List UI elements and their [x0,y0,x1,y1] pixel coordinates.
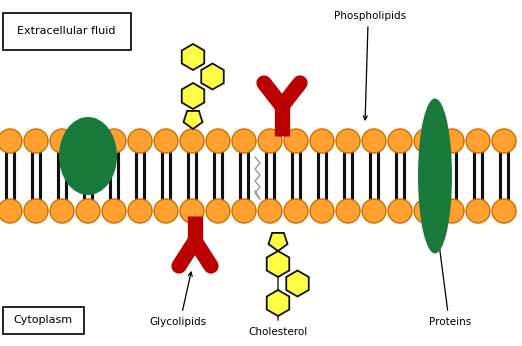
Text: Phospholipids: Phospholipids [334,11,406,21]
Text: Cytoplasm: Cytoplasm [14,315,73,325]
Ellipse shape [362,199,386,223]
Ellipse shape [336,199,360,223]
Ellipse shape [466,129,490,153]
Text: Glycolipids: Glycolipids [149,317,207,327]
Ellipse shape [492,199,516,223]
Ellipse shape [284,129,308,153]
Ellipse shape [206,129,230,153]
Ellipse shape [102,129,126,153]
Ellipse shape [440,199,464,223]
Ellipse shape [24,199,48,223]
Polygon shape [267,290,289,316]
Polygon shape [182,83,204,109]
Text: Proteins: Proteins [429,317,471,327]
Ellipse shape [180,199,204,223]
Ellipse shape [50,199,74,223]
Ellipse shape [310,129,334,153]
Text: Extracellular fluid: Extracellular fluid [17,26,115,36]
Ellipse shape [59,117,117,195]
Ellipse shape [466,199,490,223]
Polygon shape [201,64,224,90]
Ellipse shape [362,129,386,153]
Ellipse shape [154,199,178,223]
FancyBboxPatch shape [3,307,84,334]
Ellipse shape [414,129,438,153]
Ellipse shape [232,199,256,223]
FancyBboxPatch shape [3,12,130,49]
Ellipse shape [128,199,152,223]
Polygon shape [267,251,289,277]
Ellipse shape [258,199,282,223]
Ellipse shape [414,199,438,223]
Polygon shape [286,271,309,297]
Ellipse shape [284,199,308,223]
Polygon shape [268,233,288,251]
Polygon shape [184,111,203,129]
Ellipse shape [310,199,334,223]
Ellipse shape [336,129,360,153]
Ellipse shape [24,129,48,153]
Ellipse shape [418,99,452,254]
Ellipse shape [102,199,126,223]
Ellipse shape [232,129,256,153]
Ellipse shape [0,199,22,223]
Ellipse shape [206,199,230,223]
Ellipse shape [388,129,412,153]
Ellipse shape [76,129,100,153]
Ellipse shape [388,199,412,223]
Ellipse shape [0,129,22,153]
Text: Cholesterol: Cholesterol [248,327,307,337]
Ellipse shape [440,129,464,153]
Ellipse shape [50,129,74,153]
Ellipse shape [492,129,516,153]
Ellipse shape [258,129,282,153]
Ellipse shape [154,129,178,153]
Ellipse shape [128,129,152,153]
Ellipse shape [76,199,100,223]
Ellipse shape [180,129,204,153]
Polygon shape [182,44,204,70]
